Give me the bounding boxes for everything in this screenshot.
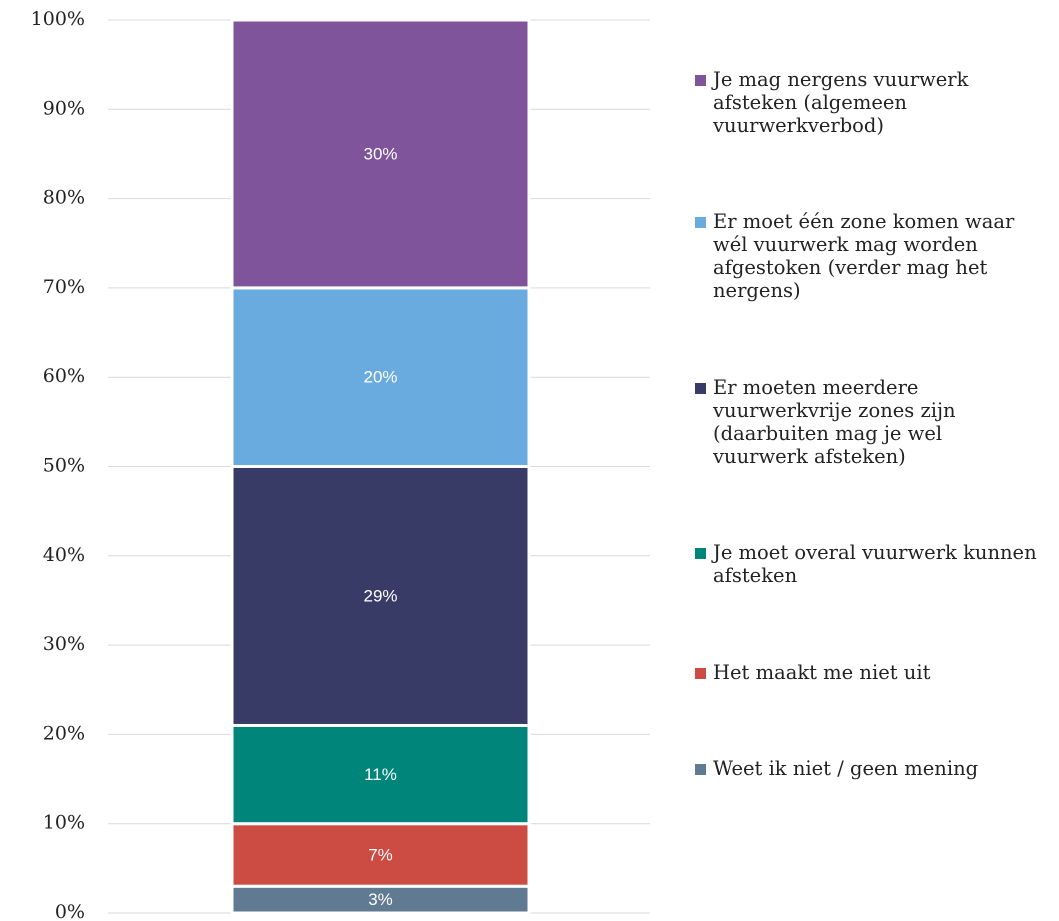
y-tick-label: 60% [43,365,85,387]
y-tick-label: 40% [43,544,85,566]
legend-item: Weet ik niet / geen mening [695,757,1040,780]
bar-segment [230,884,531,915]
bar-segment [230,286,531,468]
legend-label: Er moet één zone komen waar wél vuurwerk… [713,210,1015,303]
bar-segment [230,465,531,727]
data-label: 3% [368,890,393,909]
data-label: 30% [363,144,397,163]
legend-swatch [695,763,706,775]
y-tick-label: 50% [43,455,85,477]
legend-item: Er moet één zone komen waar wél vuurwerk… [695,210,1040,302]
y-tick-label: 0% [55,901,85,921]
y-tick-label: 10% [43,812,85,834]
data-label: 20% [363,368,397,387]
legend-swatch [695,548,706,560]
legend-item: Je moet overal vuurwerk kunnen afsteken [695,541,1040,587]
legend-swatch [695,75,706,86]
bar-segment [230,18,531,290]
legend-item: Het maakt me niet uit [695,661,1040,684]
legend-label: Weet ik niet / geen mening [713,756,979,780]
data-label: 7% [368,845,393,864]
legend-swatch [695,217,706,229]
y-tick-label: 30% [43,633,85,655]
legend-label: Er moeten meerdere vuurwerkvrije zones z… [713,375,956,468]
y-tick-label: 70% [43,276,85,298]
legend-swatch [695,382,706,394]
legend-item: Je mag nergens vuurwerk afsteken (algeme… [695,68,1040,137]
legend-swatch [695,667,706,679]
legend-item: Er moeten meerdere vuurwerkvrije zones z… [695,376,1040,468]
data-label: 29% [363,586,397,605]
legend-label: Het maakt me niet uit [713,660,931,684]
bar-segment [230,822,531,888]
y-tick-label: 20% [43,722,85,744]
legend-label: Je moet overal vuurwerk kunnen afsteken [713,541,1037,588]
y-tick-label: 90% [43,97,85,119]
legend-label: Je mag nergens vuurwerk afsteken (algeme… [713,68,969,137]
y-tick-label: 80% [43,187,85,209]
y-tick-label: 100% [31,8,85,30]
data-label: 11% [364,765,397,784]
legend: Je mag nergens vuurwerk afsteken (algeme… [695,68,1040,780]
